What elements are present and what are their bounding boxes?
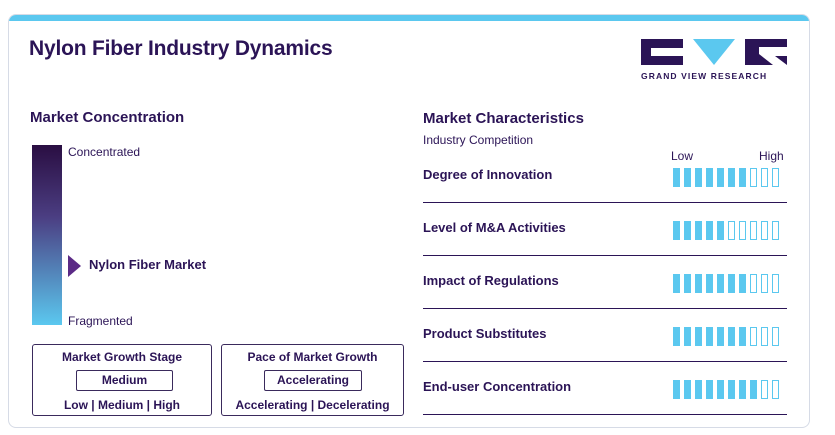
level-segment-filled bbox=[684, 327, 691, 346]
level-segment-filled bbox=[695, 274, 702, 293]
level-segment-filled bbox=[706, 274, 713, 293]
level-segment-empty bbox=[761, 274, 768, 293]
dynamics-card: Nylon Fiber Industry Dynamics GRAND VIEW… bbox=[8, 14, 810, 428]
level-segment-filled bbox=[717, 327, 724, 346]
level-segment-filled bbox=[717, 168, 724, 187]
level-segment-filled bbox=[684, 380, 691, 399]
level-segment-empty bbox=[761, 221, 768, 240]
level-segment-filled bbox=[673, 221, 680, 240]
level-segment-empty bbox=[772, 168, 779, 187]
level-segment-filled bbox=[739, 380, 746, 399]
logo-icon bbox=[641, 39, 787, 65]
level-segment-filled bbox=[728, 327, 735, 346]
page-title: Nylon Fiber Industry Dynamics bbox=[29, 37, 333, 60]
level-segment-filled bbox=[706, 380, 713, 399]
level-segment-filled bbox=[695, 380, 702, 399]
growth-stage-scale: Low | Medium | High bbox=[63, 398, 181, 412]
pace-of-growth-box: Pace of Market Growth Accelerating Accel… bbox=[221, 344, 404, 416]
level-segment-empty bbox=[750, 168, 757, 187]
level-segment-filled bbox=[673, 168, 680, 187]
concentrated-label: Concentrated bbox=[68, 145, 141, 159]
grand-view-research-logo: GRAND VIEW RESEARCH bbox=[641, 39, 789, 99]
row-divider bbox=[423, 308, 787, 309]
level-segment-filled bbox=[673, 380, 680, 399]
level-segment-filled bbox=[684, 221, 691, 240]
characteristic-label: Level of M&A Activities bbox=[423, 220, 566, 235]
level-segment-filled bbox=[728, 274, 735, 293]
characteristic-row: Impact of Regulations bbox=[423, 257, 787, 309]
characteristic-label: End-user Concentration bbox=[423, 379, 572, 394]
level-segment-filled bbox=[673, 327, 680, 346]
market-concentration-title: Market Concentration bbox=[30, 109, 185, 126]
level-segment-filled bbox=[673, 274, 680, 293]
growth-stage-title: Market Growth Stage bbox=[61, 350, 183, 364]
characteristic-label: Impact of Regulations bbox=[423, 273, 559, 288]
row-divider bbox=[423, 202, 787, 203]
level-indicator bbox=[673, 274, 789, 293]
level-segment-filled bbox=[728, 380, 735, 399]
row-divider bbox=[423, 255, 787, 256]
level-segment-empty bbox=[761, 327, 768, 346]
market-characteristics-title: Market Characteristics bbox=[423, 110, 584, 127]
level-segment-filled bbox=[739, 168, 746, 187]
characteristic-row: Level of M&A Activities bbox=[423, 204, 787, 256]
level-indicator bbox=[673, 327, 789, 346]
concentration-gradient-bar bbox=[32, 145, 62, 325]
level-segment-filled bbox=[706, 221, 713, 240]
level-segment-filled bbox=[717, 221, 724, 240]
level-segment-filled bbox=[706, 327, 713, 346]
level-segment-empty bbox=[750, 327, 757, 346]
level-segment-empty bbox=[750, 221, 757, 240]
row-divider bbox=[423, 361, 787, 362]
card-top-accent-bar bbox=[9, 15, 809, 21]
level-segment-empty bbox=[728, 221, 735, 240]
level-segment-empty bbox=[739, 221, 746, 240]
level-segment-filled bbox=[739, 327, 746, 346]
growth-pace-scale: Accelerating | Decelerating bbox=[235, 398, 390, 412]
level-segment-empty bbox=[761, 380, 768, 399]
level-segment-empty bbox=[750, 274, 757, 293]
level-segment-filled bbox=[739, 274, 746, 293]
level-segment-empty bbox=[772, 380, 779, 399]
level-segment-empty bbox=[772, 274, 779, 293]
row-divider bbox=[423, 414, 787, 415]
level-segment-filled bbox=[706, 168, 713, 187]
level-indicator bbox=[673, 221, 789, 240]
level-indicator bbox=[673, 168, 789, 187]
characteristic-label: Degree of Innovation bbox=[423, 167, 553, 182]
level-segment-filled bbox=[695, 221, 702, 240]
scale-low-label: Low bbox=[671, 149, 694, 163]
level-segment-empty bbox=[772, 221, 779, 240]
characteristic-row: Degree of Innovation bbox=[423, 151, 787, 203]
characteristic-row: Product Substitutes bbox=[423, 310, 787, 362]
level-segment-filled bbox=[728, 168, 735, 187]
scale-high-label: High bbox=[759, 149, 784, 163]
growth-pace-title: Pace of Market Growth bbox=[247, 350, 378, 364]
level-segment-filled bbox=[695, 168, 702, 187]
growth-stage-value: Medium bbox=[76, 370, 173, 391]
market-growth-stage-box: Market Growth Stage Medium Low | Medium … bbox=[32, 344, 212, 416]
growth-pace-value: Accelerating bbox=[264, 370, 362, 391]
logo-text: GRAND VIEW RESEARCH bbox=[641, 71, 768, 81]
level-segment-filled bbox=[717, 380, 724, 399]
level-segment-filled bbox=[695, 327, 702, 346]
characteristic-label: Product Substitutes bbox=[423, 326, 547, 341]
level-segment-filled bbox=[750, 380, 757, 399]
level-segment-empty bbox=[772, 327, 779, 346]
industry-competition-subtitle: Industry Competition bbox=[423, 133, 534, 147]
level-indicator bbox=[673, 380, 789, 399]
level-segment-filled bbox=[684, 274, 691, 293]
characteristic-row: End-user Concentration bbox=[423, 363, 787, 415]
market-position-label: Nylon Fiber Market bbox=[89, 257, 207, 272]
fragmented-label: Fragmented bbox=[68, 314, 133, 328]
level-segment-empty bbox=[761, 168, 768, 187]
level-segment-filled bbox=[717, 274, 724, 293]
market-position-arrow-icon bbox=[68, 255, 81, 277]
level-segment-filled bbox=[684, 168, 691, 187]
